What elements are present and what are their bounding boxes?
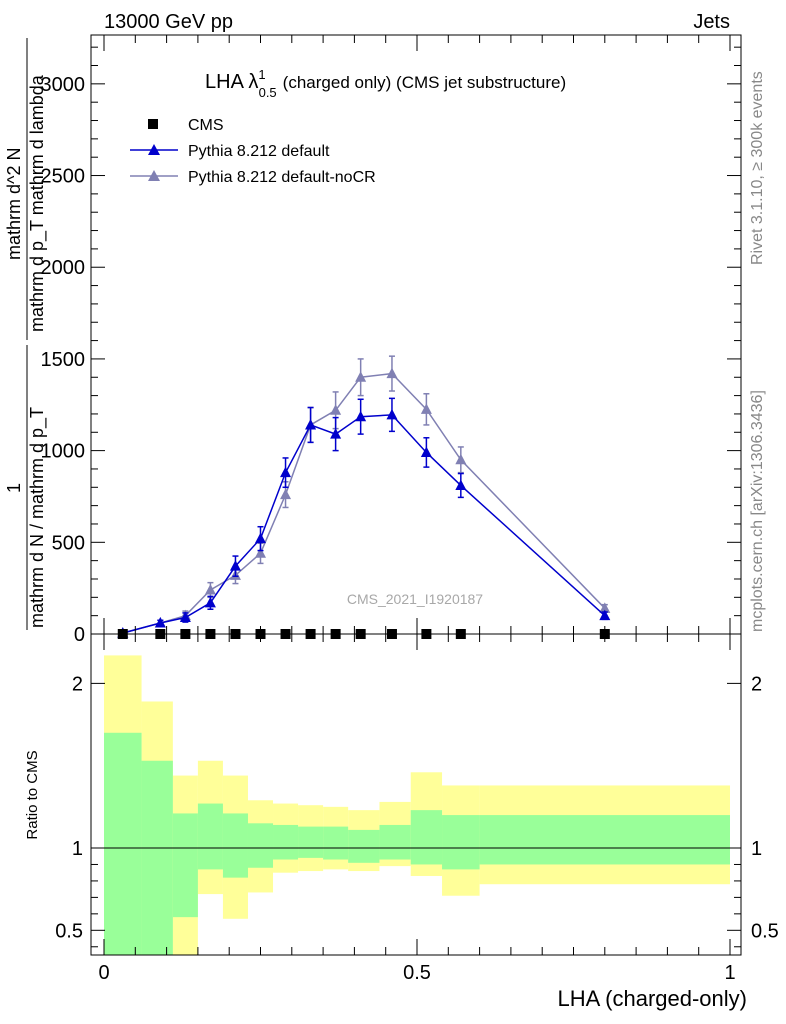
data-point-default <box>255 532 266 544</box>
ratio-band-1sigma <box>141 760 173 955</box>
legend-marker-cms <box>148 119 158 129</box>
x-axis-label: LHA (charged-only) <box>557 986 747 1011</box>
data-point-nocr <box>280 488 292 500</box>
data-point-default <box>420 446 432 457</box>
legend-label-cms: CMS <box>188 117 224 134</box>
analysis-watermark: CMS_2021_I1920187 <box>347 591 483 607</box>
ylabel-one: 1 <box>4 483 24 493</box>
series-line-default <box>122 414 606 634</box>
ratio-ytick-label: 1 <box>72 838 83 860</box>
series-line-nocr <box>122 372 606 634</box>
legend-marker-default <box>148 144 160 155</box>
main-ytick-label: 500 <box>52 532 85 554</box>
data-point-default <box>154 616 166 628</box>
data-point-nocr <box>455 453 467 465</box>
ylabel-numerator-2: mathrm d^2 N <box>4 148 24 260</box>
ratio-band-1sigma <box>442 815 480 870</box>
ratio-ytick-label-right: 0.5 <box>751 920 779 942</box>
main-ytick-label: 3000 <box>41 74 86 96</box>
main-ylabel: 1 mathrm d N / mathrm d p_T mathrm d^2 N… <box>4 38 48 630</box>
ratio-plot-panel: 0.5 0.5 1 1 2 2 0 0.5 1 Ratio to CMS LHA (charg… <box>24 633 779 1011</box>
legend-marker-nocr <box>148 170 160 181</box>
data-point-default <box>305 418 317 430</box>
data-point-nocr <box>420 403 432 414</box>
data-point-default <box>455 479 467 490</box>
main-ytick-label: 2500 <box>41 166 86 188</box>
ratio-band-1sigma <box>298 826 324 858</box>
main-ytick-label: 2000 <box>41 257 86 279</box>
data-point-nocr <box>355 371 367 382</box>
ratio-ytick-label-right: 2 <box>751 673 762 695</box>
data-point-nocr <box>330 404 342 415</box>
data-point-nocr <box>599 602 611 613</box>
data-point-nocr <box>255 547 266 558</box>
ratio-band-1sigma <box>104 732 142 955</box>
ratio-band-1sigma <box>197 803 223 870</box>
legend: CMS Pythia 8.212 default Pythia 8.212 de… <box>130 117 376 186</box>
ratio-band-1sigma <box>172 813 198 918</box>
data-point-default <box>386 408 398 420</box>
data-point-nocr <box>204 583 216 595</box>
ratio-band-1sigma <box>273 824 299 860</box>
data-point-default <box>330 428 342 439</box>
plot-title: LHA λ1 0.5(charged only) (CMS jet substru… <box>205 67 566 100</box>
ratio-band-1sigma <box>479 815 730 865</box>
rivet-label: Rivet 3.1.10, ≥ 300k events <box>749 71 766 265</box>
data-point-default <box>280 466 292 478</box>
legend-label-default: Pythia 8.212 default <box>188 143 330 160</box>
ratio-band-1sigma <box>323 826 349 860</box>
data-point-nocr <box>386 367 398 379</box>
ratio-ytick-label: 0.5 <box>55 920 83 942</box>
main-plot-panel: 0 500 1000 1500 2000 2500 3000 LHA λ1 0.5(charg… <box>4 34 742 646</box>
ratio-ytick-label: 2 <box>72 673 83 695</box>
ratio-xtick-label: 1 <box>724 962 735 984</box>
legend-label-nocr: Pythia 8.212 default-noCR <box>188 169 376 186</box>
ratio-ytick-label-right: 1 <box>751 838 762 860</box>
data-point-default <box>179 611 191 622</box>
process-label: Jets <box>693 11 730 33</box>
ylabel-denominator-2: mathrm d p_T mathrm d lambda <box>27 74 48 332</box>
main-ytick-label: 1000 <box>41 441 86 463</box>
energy-label: 13000 GeV pp <box>104 11 233 33</box>
mcplots-label: mcplots.cern.ch [arXiv:1306.3436] <box>749 390 766 632</box>
main-ytick-label: 0 <box>74 624 85 646</box>
ylabel-denominator: mathrm d N / mathrm d p_T <box>27 407 48 628</box>
data-point-default <box>229 560 241 571</box>
ratio-band-1sigma <box>379 824 411 860</box>
ratio-plot-frame <box>90 633 742 956</box>
ratio-xtick-label: 0 <box>98 962 109 984</box>
ratio-band-1sigma <box>348 829 380 863</box>
ratio-xtick-label: 0.5 <box>403 962 431 984</box>
ratio-band-1sigma <box>247 823 274 868</box>
ratio-ylabel: Ratio to CMS <box>24 750 41 839</box>
ratio-band-1sigma <box>222 813 248 878</box>
data-point-default <box>599 609 611 621</box>
data-point-default <box>355 410 367 422</box>
ratio-band-1sigma <box>410 810 443 865</box>
data-point-default <box>204 596 216 608</box>
main-ytick-label: 1500 <box>41 349 86 371</box>
